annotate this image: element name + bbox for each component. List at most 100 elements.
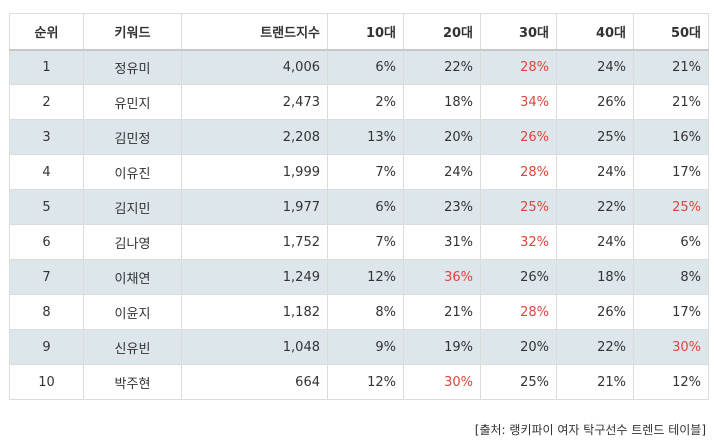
cell-rank: 4 bbox=[9, 154, 84, 190]
cell-trend-index: 1,182 bbox=[181, 294, 328, 330]
cell-age-50s: 17% bbox=[633, 154, 709, 190]
header-age-20s: 20대 bbox=[403, 13, 481, 51]
cell-age-30s: 34% bbox=[480, 84, 557, 120]
cell-age-10s: 7% bbox=[327, 224, 404, 260]
cell-age-30s: 20% bbox=[480, 329, 557, 365]
cell-age-10s: 12% bbox=[327, 259, 404, 295]
cell-keyword: 김지민 bbox=[83, 189, 182, 225]
cell-age-30s: 28% bbox=[480, 154, 557, 190]
cell-age-30s: 28% bbox=[480, 49, 557, 85]
table-body: 1 정유미 4,006 6% 22% 28% 24% 21% 2 유민지 2,473 2% 18% 34%… bbox=[9, 49, 709, 400]
header-age-10s: 10대 bbox=[327, 13, 404, 51]
cell-age-50s: 12% bbox=[633, 364, 709, 400]
cell-age-20s: 21% bbox=[403, 294, 481, 330]
cell-age-40s: 26% bbox=[556, 84, 634, 120]
cell-rank: 9 bbox=[9, 329, 84, 365]
cell-age-10s: 8% bbox=[327, 294, 404, 330]
cell-keyword: 이유진 bbox=[83, 154, 182, 190]
cell-age-30s: 28% bbox=[480, 294, 557, 330]
cell-age-40s: 24% bbox=[556, 49, 634, 85]
cell-age-40s: 24% bbox=[556, 224, 634, 260]
cell-age-50s: 17% bbox=[633, 294, 709, 330]
cell-age-50s: 30% bbox=[633, 329, 709, 365]
table-row: 1 정유미 4,006 6% 22% 28% 24% 21% bbox=[9, 49, 709, 85]
cell-keyword: 이채연 bbox=[83, 259, 182, 295]
table-header: 순위 키워드 트랜드지수 10대 20대 30대 40대 50대 bbox=[9, 13, 709, 51]
cell-trend-index: 2,473 bbox=[181, 84, 328, 120]
cell-rank: 2 bbox=[9, 84, 84, 120]
cell-age-20s: 19% bbox=[403, 329, 481, 365]
cell-age-20s: 23% bbox=[403, 189, 481, 225]
cell-keyword: 김민정 bbox=[83, 119, 182, 155]
cell-age-10s: 6% bbox=[327, 49, 404, 85]
table-row: 9 신유빈 1,048 9% 19% 20% 22% 30% bbox=[9, 329, 709, 365]
cell-keyword: 신유빈 bbox=[83, 329, 182, 365]
trend-table-container: 순위 키워드 트랜드지수 10대 20대 30대 40대 50대 1 정유미 4,0… bbox=[9, 13, 709, 400]
cell-keyword: 박주현 bbox=[83, 364, 182, 400]
cell-rank: 6 bbox=[9, 224, 84, 260]
header-rank: 순위 bbox=[9, 13, 84, 51]
cell-trend-index: 1,048 bbox=[181, 329, 328, 365]
cell-rank: 10 bbox=[9, 364, 84, 400]
cell-trend-index: 1,752 bbox=[181, 224, 328, 260]
table-row: 10 박주현 664 12% 30% 25% 21% 12% bbox=[9, 364, 709, 400]
cell-age-40s: 18% bbox=[556, 259, 634, 295]
cell-age-20s: 36% bbox=[403, 259, 481, 295]
cell-age-10s: 9% bbox=[327, 329, 404, 365]
table-row: 7 이채연 1,249 12% 36% 26% 18% 8% bbox=[9, 259, 709, 295]
header-keyword: 키워드 bbox=[83, 13, 182, 51]
cell-age-20s: 22% bbox=[403, 49, 481, 85]
cell-rank: 3 bbox=[9, 119, 84, 155]
cell-age-30s: 26% bbox=[480, 119, 557, 155]
header-age-50s: 50대 bbox=[633, 13, 709, 51]
table-row: 3 김민정 2,208 13% 20% 26% 25% 16% bbox=[9, 119, 709, 155]
header-row: 순위 키워드 트랜드지수 10대 20대 30대 40대 50대 bbox=[9, 13, 709, 51]
cell-age-50s: 25% bbox=[633, 189, 709, 225]
cell-age-40s: 25% bbox=[556, 119, 634, 155]
cell-rank: 8 bbox=[9, 294, 84, 330]
cell-trend-index: 1,999 bbox=[181, 154, 328, 190]
cell-age-20s: 30% bbox=[403, 364, 481, 400]
cell-keyword: 정유미 bbox=[83, 49, 182, 85]
cell-rank: 5 bbox=[9, 189, 84, 225]
cell-trend-index: 2,208 bbox=[181, 119, 328, 155]
cell-age-10s: 13% bbox=[327, 119, 404, 155]
table-row: 4 이유진 1,999 7% 24% 28% 24% 17% bbox=[9, 154, 709, 190]
cell-rank: 7 bbox=[9, 259, 84, 295]
cell-age-20s: 31% bbox=[403, 224, 481, 260]
header-age-40s: 40대 bbox=[556, 13, 634, 51]
cell-age-40s: 22% bbox=[556, 329, 634, 365]
cell-trend-index: 664 bbox=[181, 364, 328, 400]
cell-age-10s: 7% bbox=[327, 154, 404, 190]
cell-keyword: 김나영 bbox=[83, 224, 182, 260]
cell-age-20s: 20% bbox=[403, 119, 481, 155]
cell-age-40s: 26% bbox=[556, 294, 634, 330]
cell-age-20s: 24% bbox=[403, 154, 481, 190]
cell-age-50s: 21% bbox=[633, 84, 709, 120]
header-trend-index: 트랜드지수 bbox=[181, 13, 328, 51]
cell-age-40s: 24% bbox=[556, 154, 634, 190]
cell-keyword: 유민지 bbox=[83, 84, 182, 120]
cell-age-50s: 16% bbox=[633, 119, 709, 155]
cell-age-40s: 21% bbox=[556, 364, 634, 400]
cell-age-50s: 21% bbox=[633, 49, 709, 85]
cell-age-30s: 25% bbox=[480, 364, 557, 400]
cell-trend-index: 4,006 bbox=[181, 49, 328, 85]
trend-table: 순위 키워드 트랜드지수 10대 20대 30대 40대 50대 1 정유미 4,0… bbox=[9, 13, 709, 400]
cell-age-10s: 6% bbox=[327, 189, 404, 225]
header-age-30s: 30대 bbox=[480, 13, 557, 51]
cell-age-40s: 22% bbox=[556, 189, 634, 225]
cell-trend-index: 1,249 bbox=[181, 259, 328, 295]
cell-age-30s: 32% bbox=[480, 224, 557, 260]
cell-age-10s: 12% bbox=[327, 364, 404, 400]
cell-trend-index: 1,977 bbox=[181, 189, 328, 225]
cell-age-30s: 26% bbox=[480, 259, 557, 295]
cell-age-50s: 8% bbox=[633, 259, 709, 295]
source-caption: [출처: 랭키파이 여자 탁구선수 트렌드 테이블] bbox=[474, 423, 706, 437]
table-row: 6 김나영 1,752 7% 31% 32% 24% 6% bbox=[9, 224, 709, 260]
table-row: 5 김지민 1,977 6% 23% 25% 22% 25% bbox=[9, 189, 709, 225]
cell-age-10s: 2% bbox=[327, 84, 404, 120]
cell-age-30s: 25% bbox=[480, 189, 557, 225]
table-row: 2 유민지 2,473 2% 18% 34% 26% 21% bbox=[9, 84, 709, 120]
cell-rank: 1 bbox=[9, 49, 84, 85]
